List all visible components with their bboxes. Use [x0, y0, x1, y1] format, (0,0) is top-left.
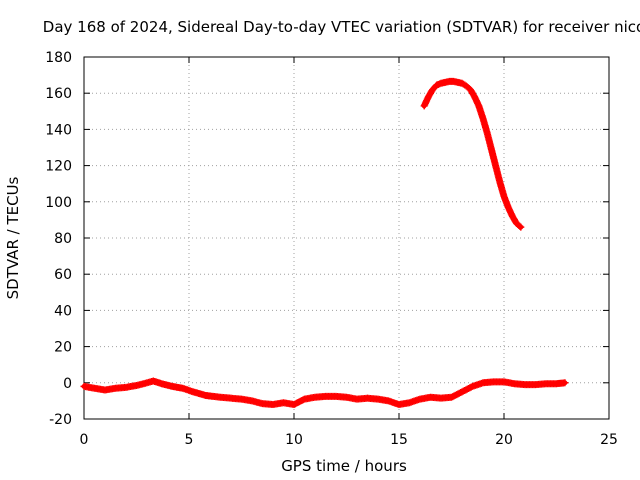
plot-frame: [83, 56, 610, 420]
x-tick-label: 25: [600, 432, 618, 448]
data-point-marker: [516, 222, 524, 230]
chart-title: Day 168 of 2024, Sidereal Day-to-day VTE…: [43, 18, 640, 36]
x-tick-label: 0: [80, 432, 89, 448]
x-axis-label: GPS time / hours: [281, 457, 407, 475]
y-tick-label: 180: [45, 50, 72, 66]
y-tick-label: 60: [54, 267, 72, 283]
grid: [84, 57, 609, 419]
y-tick-label: 100: [45, 195, 72, 211]
axis-ticks: [83, 56, 610, 420]
data-point-marker: [517, 223, 525, 231]
y-tick-label: -20: [49, 412, 72, 428]
y-tick-label: 120: [45, 159, 72, 175]
y-axis-label: SDTVAR / TECUs: [4, 176, 22, 299]
x-tick-label: 5: [185, 432, 194, 448]
y-tick-label: 80: [54, 231, 72, 247]
x-tick-labels: 0 5 10 15 20 25: [80, 432, 618, 448]
x-tick-label: 20: [495, 432, 513, 448]
data-series: [80, 77, 569, 409]
x-tick-label: 10: [285, 432, 303, 448]
x-tick-label: 15: [390, 432, 408, 448]
y-tick-label: 20: [54, 340, 72, 356]
y-tick-label: 40: [54, 303, 72, 319]
data-point-marker: [561, 379, 569, 387]
y-tick-labels: -20 0 20 40 60 80 100 120 140 160 180: [45, 50, 72, 428]
y-tick-label: 0: [63, 376, 72, 392]
y-tick-label: 160: [45, 86, 72, 102]
y-tick-label: 140: [45, 122, 72, 138]
